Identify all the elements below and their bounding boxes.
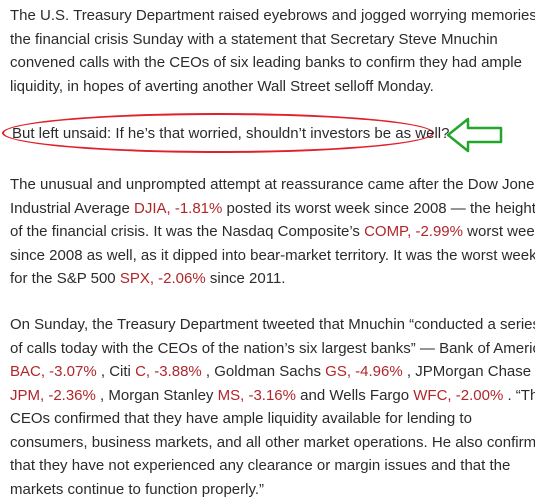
text-line: The unusual and unprompted attempt at re… [10, 173, 525, 197]
text-span: markets continue to function properly.” [10, 481, 264, 498]
ticker-link-bac[interactable]: BAC, -3.07% [10, 363, 97, 380]
paragraph-market-context: The unusual and unprompted attempt at re… [10, 173, 525, 291]
text-span: , Goldman Sachs [202, 363, 325, 380]
text-span: of the financial crisis. It was the Nasd… [10, 223, 364, 240]
text-span: and Wells Fargo [296, 387, 413, 404]
text-span: , Citi [97, 363, 135, 380]
text-line: markets continue to function properly.” [10, 478, 525, 501]
text-line: BAC, -3.07% , Citi C, -3.88% , Goldman S… [10, 360, 525, 384]
text-line: of the financial crisis. It was the Nasd… [10, 220, 525, 244]
text-span: since 2008 as well, as it dipped into be… [10, 247, 535, 264]
text-line: CEOs confirmed that they have ample liqu… [10, 407, 525, 431]
text-span: for the S&P 500 [10, 270, 120, 287]
text-line: convened calls with the CEOs of six lead… [10, 51, 525, 75]
ticker-link-wfc[interactable]: WFC, -2.00% [413, 387, 503, 404]
ticker-link-c[interactable]: C, -3.88% [135, 363, 202, 380]
text-span: , Morgan Stanley [96, 387, 218, 404]
ticker-link-djia[interactable]: DJIA, -1.81% [134, 200, 222, 217]
text-span: of calls today with the CEOs of the nati… [10, 340, 535, 357]
ticker-link-comp[interactable]: COMP, -2.99% [364, 223, 463, 240]
ticker-link-jpm[interactable]: JPM, -2.36% [10, 387, 96, 404]
text-span: consumers, business markets, and all oth… [10, 434, 535, 451]
text-line: the financial crisis Sunday with a state… [10, 28, 525, 52]
text-line: On Sunday, the Treasury Department tweet… [10, 313, 525, 337]
text-line: that they have not experienced any clear… [10, 454, 525, 478]
paragraph-intro: The U.S. Treasury Department raised eyeb… [10, 4, 525, 98]
text-line: of calls today with the CEOs of the nati… [10, 337, 525, 361]
text-line: The U.S. Treasury Department raised eyeb… [10, 4, 525, 28]
text-line: Industrial Average DJIA, -1.81% posted i… [10, 197, 525, 221]
text-span: , JPMorgan Chase [403, 363, 531, 380]
ticker-link-ms[interactable]: MS, -3.16% [218, 387, 296, 404]
ticker-link-gs[interactable]: GS, -4.96% [325, 363, 403, 380]
text-span: Industrial Average [10, 200, 134, 217]
text-span: CEOs confirmed that they have ample liqu… [10, 410, 472, 427]
text-span: The unusual and unprompted attempt at re… [10, 176, 535, 193]
text-line: consumers, business markets, and all oth… [10, 431, 525, 455]
text-span: On Sunday, the Treasury Department tweet… [10, 316, 535, 333]
text-span: . “The [503, 387, 535, 404]
text-span: since 2011. [206, 270, 286, 287]
text-span: posted its worst week since 2008 — the h… [222, 200, 535, 217]
text-line: for the S&P 500 SPX, -2.06% since 2011. [10, 267, 525, 291]
text-span: that they have not experienced any clear… [10, 457, 510, 474]
text-span: worst week [463, 223, 535, 240]
paragraph-treasury-tweet: On Sunday, the Treasury Department tweet… [10, 313, 525, 501]
ticker-link-spx[interactable]: SPX, -2.06% [120, 270, 206, 287]
left-arrow-outline-icon [446, 117, 504, 153]
text-line: liquidity, in hopes of averting another … [10, 75, 525, 99]
text-line: JPM, -2.36% , Morgan Stanley MS, -3.16% … [10, 384, 525, 408]
text-line: since 2008 as well, as it dipped into be… [10, 244, 525, 268]
